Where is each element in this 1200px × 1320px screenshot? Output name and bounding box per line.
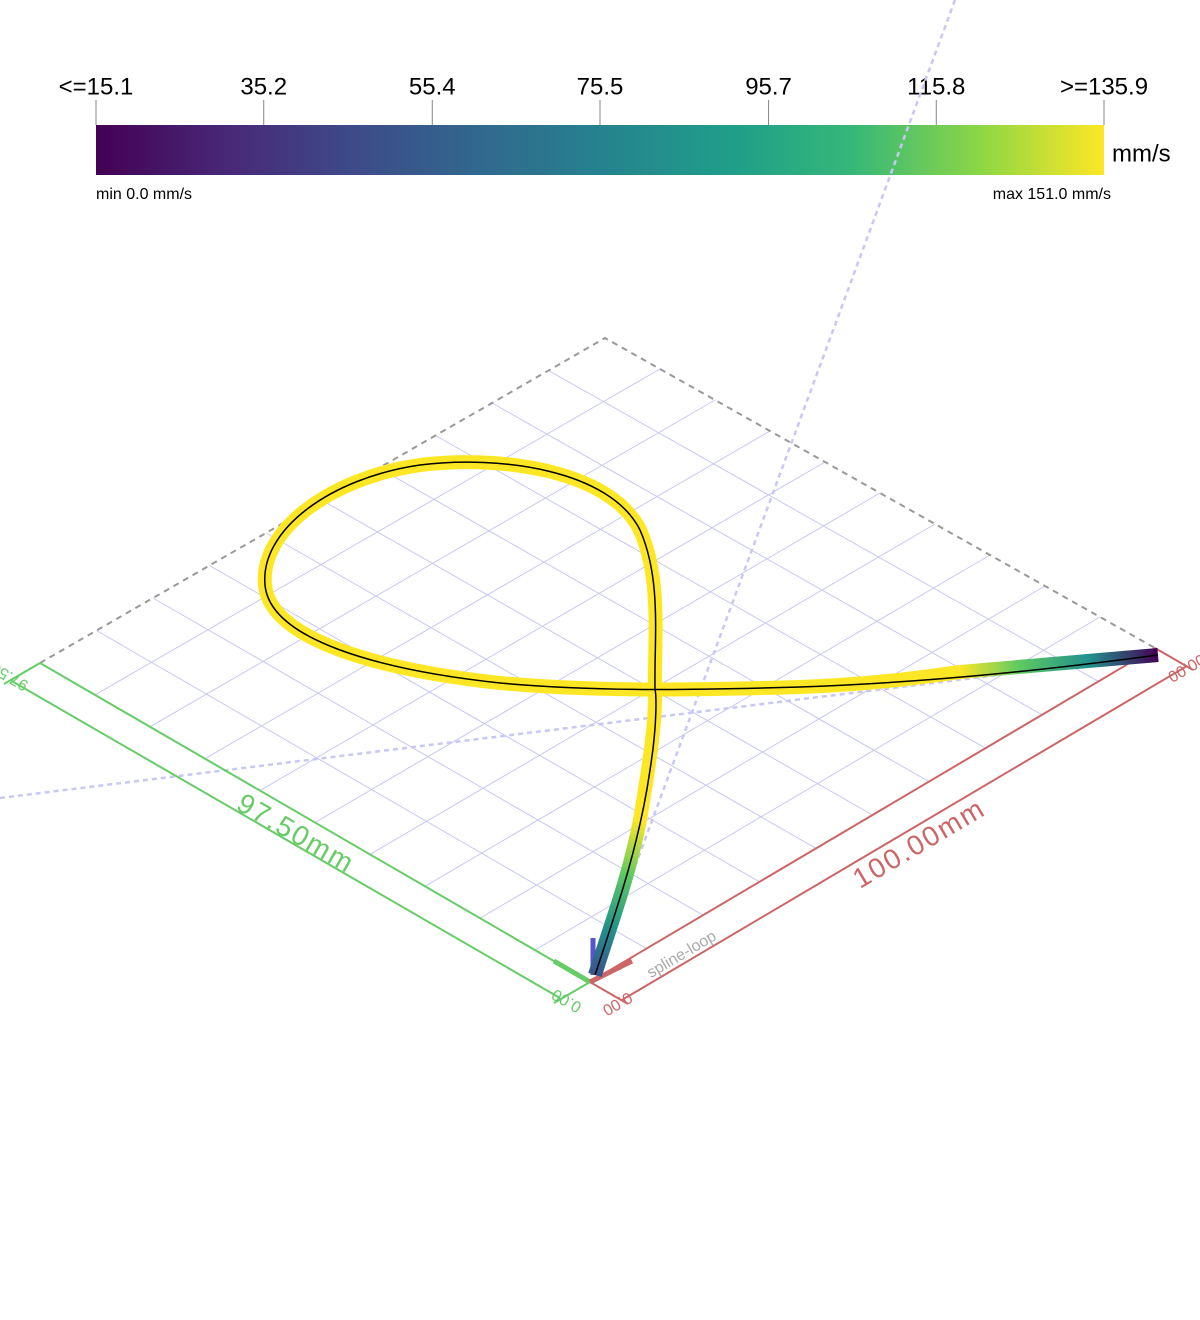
grid-line — [94, 368, 661, 696]
ref-line — [0, 653, 1161, 800]
axis-x — [588, 958, 634, 985]
x-dimension-label: 100.00mm — [847, 792, 990, 894]
tick-label: <=15.1 — [59, 73, 134, 100]
grid-line — [435, 435, 986, 749]
axis-y — [552, 958, 592, 985]
y-start: 0.00 — [549, 985, 585, 1015]
x-dimension — [589, 647, 1194, 1005]
grid-line — [314, 492, 881, 823]
tick-label: 35.2 — [240, 73, 287, 100]
tick-label: >=135.9 — [1060, 73, 1148, 100]
y-dimension — [3, 662, 591, 1004]
ref-line — [593, 0, 957, 976]
plane-edge — [39, 336, 1156, 664]
tick-label: 115.8 — [907, 73, 965, 100]
part-name: spline-loop — [644, 928, 719, 982]
colorbar — [96, 125, 1104, 175]
toolpath — [257, 455, 1159, 978]
colorbar-max: max 151.0 mm/s — [993, 186, 1111, 203]
tick-label: 75.5 — [577, 73, 624, 100]
grid-line — [259, 461, 826, 792]
grid-line — [491, 402, 1043, 716]
y-end: 97.50 — [0, 659, 31, 694]
y-dimension-label: 97.50mm — [232, 787, 361, 879]
colorbar-unit: mm/s — [1112, 140, 1171, 167]
grid-line — [548, 370, 1099, 682]
grid — [94, 368, 1101, 951]
colorbar-ticks: <=15.1 35.2 55.4 75.5 95.7 115.8 >=135.9 — [59, 73, 1148, 125]
grid-line — [149, 399, 716, 728]
x-start: 0.00 — [599, 988, 635, 1018]
tick-label: 55.4 — [409, 73, 456, 100]
colorbar-min: min 0.0 mm/s — [96, 186, 192, 203]
x-end: 100.00 — [1165, 646, 1200, 685]
tick-label: 95.7 — [745, 73, 792, 100]
grid-line — [204, 430, 771, 760]
